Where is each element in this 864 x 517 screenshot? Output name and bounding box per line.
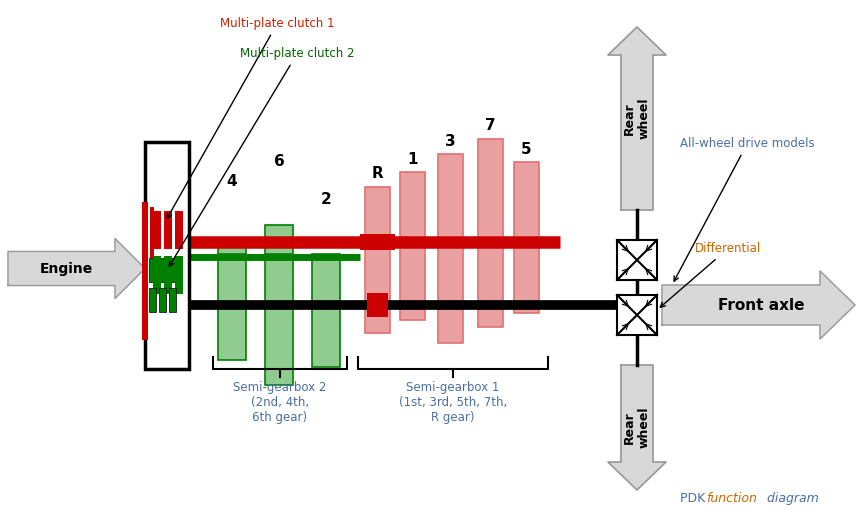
Bar (478, 139, 503, 327)
Text: Multi-plate clutch 2: Multi-plate clutch 2 (169, 47, 354, 266)
Text: diagram: diagram (763, 492, 819, 505)
Bar (218, 245, 246, 254)
Text: function: function (706, 492, 757, 505)
Bar (145, 142, 189, 369)
Bar (438, 154, 463, 343)
Bar (142, 202, 148, 282)
Text: Rear
wheel: Rear wheel (623, 407, 651, 448)
Text: Semi-gearbox 1
(1st, 3rd, 5th, 7th,
R gear): Semi-gearbox 1 (1st, 3rd, 5th, 7th, R ge… (399, 381, 507, 424)
Text: All-wheel drive models: All-wheel drive models (674, 137, 815, 281)
Bar (265, 257, 293, 385)
Bar (149, 258, 156, 282)
Bar (159, 258, 166, 282)
Text: 7: 7 (486, 118, 496, 133)
Bar (514, 162, 539, 313)
Bar (149, 288, 156, 312)
Polygon shape (8, 238, 145, 298)
Bar (164, 256, 172, 294)
Text: 2: 2 (321, 192, 332, 207)
Bar (159, 288, 166, 312)
Bar (218, 257, 246, 360)
Text: Differential: Differential (660, 242, 761, 307)
Bar (169, 288, 176, 312)
Text: 3: 3 (445, 134, 456, 149)
Text: 6: 6 (274, 155, 284, 170)
Polygon shape (662, 271, 855, 339)
Bar (265, 225, 293, 254)
Bar (400, 172, 425, 320)
Text: Multi-plate clutch 1: Multi-plate clutch 1 (167, 17, 334, 218)
Bar (312, 257, 340, 367)
Text: PDK: PDK (680, 492, 709, 505)
Bar (153, 211, 161, 249)
Polygon shape (608, 27, 666, 210)
Bar (150, 207, 154, 277)
Text: Semi-gearbox 2
(2nd, 4th,
6th gear): Semi-gearbox 2 (2nd, 4th, 6th gear) (233, 381, 327, 424)
Bar (169, 258, 176, 282)
Text: R: R (372, 166, 384, 181)
Bar (142, 270, 148, 340)
Bar (153, 256, 161, 294)
Text: Front axle: Front axle (718, 297, 804, 312)
Bar (175, 256, 183, 294)
Bar (175, 211, 183, 249)
Polygon shape (608, 365, 666, 490)
Bar (367, 293, 388, 317)
Bar (164, 211, 172, 249)
Bar (365, 187, 390, 333)
Text: Rear
wheel: Rear wheel (623, 98, 651, 139)
Text: Engine: Engine (40, 262, 93, 276)
Bar (360, 234, 395, 250)
Bar (617, 295, 657, 335)
Bar (617, 240, 657, 280)
Bar (312, 254, 340, 255)
Text: 5: 5 (521, 143, 532, 158)
Text: 1: 1 (407, 151, 418, 166)
Text: 4: 4 (226, 175, 238, 190)
